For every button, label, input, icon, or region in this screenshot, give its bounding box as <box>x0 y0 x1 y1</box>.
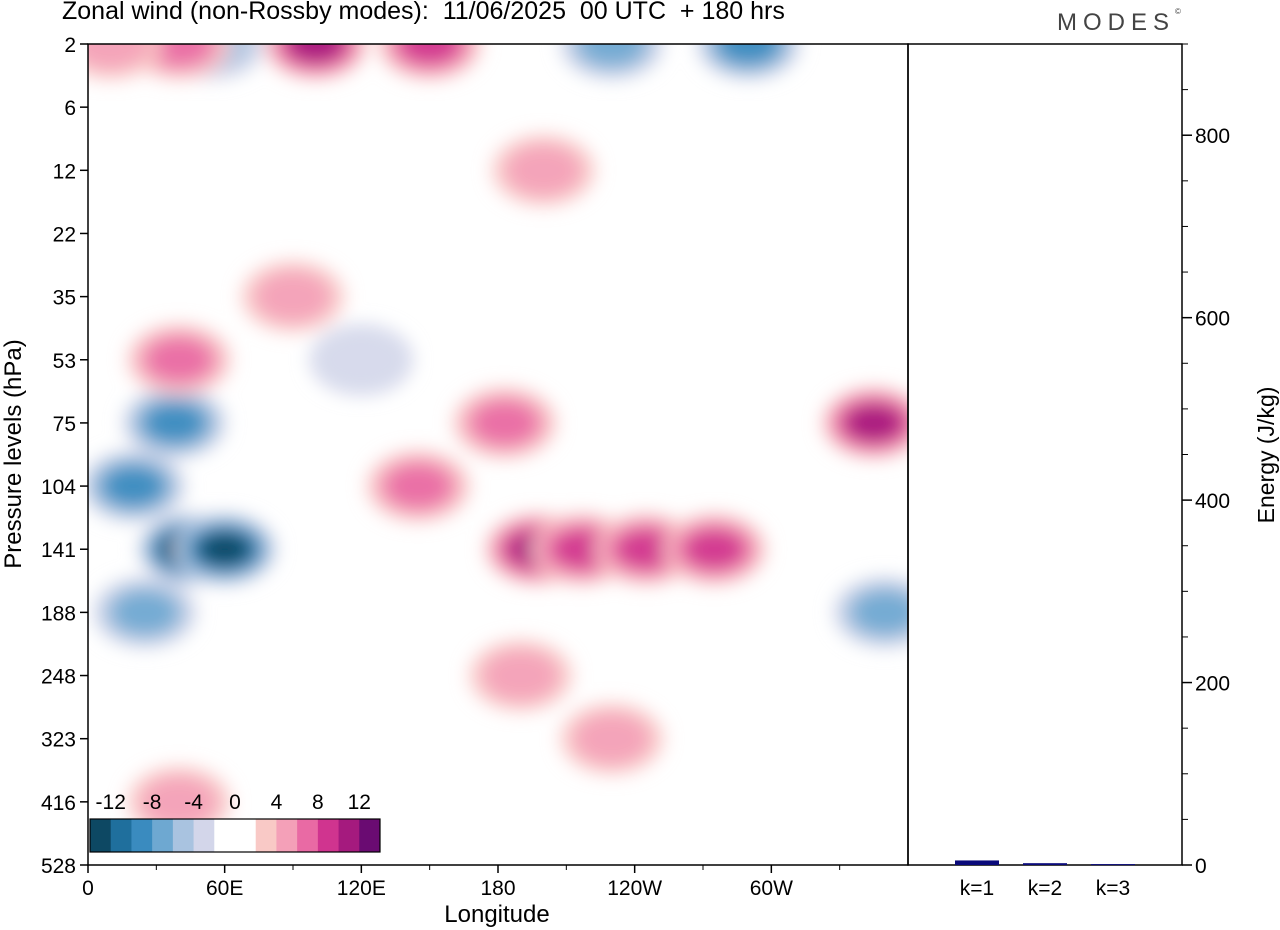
figure-title: Zonal wind (non-Rossby modes): 11/06/202… <box>62 0 785 25</box>
x-axis-title: Longitude <box>444 901 549 928</box>
y-tick-label: 323 <box>41 729 76 752</box>
heatmap-cell <box>573 713 651 765</box>
energy-category-label: k=2 <box>1028 877 1062 900</box>
energy-bar <box>1091 864 1135 866</box>
x-axis: 0 60E 120E 180 120W 60W <box>82 865 841 900</box>
colorbar-swatch <box>90 819 112 852</box>
heatmap-cell <box>198 533 251 566</box>
x-tick-label: 120W <box>607 877 662 900</box>
brand-logo: MODES© <box>1057 7 1181 36</box>
heatmap-cell <box>88 44 150 70</box>
colorbar-swatch <box>172 819 195 852</box>
colorbar-swatch <box>193 819 215 852</box>
y-tick-label: 416 <box>41 792 76 815</box>
heatmap-cell <box>254 271 332 323</box>
energy-tick-label: 600 <box>1195 308 1230 331</box>
y-tick-label: 104 <box>41 476 76 499</box>
colorbar-label: 12 <box>348 791 371 814</box>
y-tick-label: 53 <box>53 350 76 373</box>
colorbar-swatch <box>338 819 360 852</box>
energy-tick-label: 800 <box>1195 125 1230 148</box>
y-tick-label: 188 <box>41 602 76 625</box>
energy-category-label: k=1 <box>960 877 994 900</box>
energy-tick-label: 400 <box>1195 490 1230 513</box>
x-tick-label: 60W <box>750 877 793 900</box>
energy-axis-title: Energy (J/kg) <box>1253 387 1279 524</box>
heatmap-cell <box>288 44 344 62</box>
colorbar-swatch <box>235 819 257 852</box>
y-axis: 2 6 12 22 35 53 75 104 141 188 248 323 416 528 <box>41 34 88 878</box>
y-tick-label: 141 <box>41 539 76 562</box>
y-tick-label: 248 <box>41 666 76 689</box>
colorbar-label: 8 <box>312 791 324 814</box>
colorbar-label: -12 <box>96 791 126 814</box>
colorbar-label: 0 <box>229 791 241 814</box>
brand-name: MODES <box>1057 9 1176 36</box>
energy-category-label: k=3 <box>1096 877 1130 900</box>
heatmap-cell <box>852 591 908 634</box>
colorbar-swatch <box>276 819 298 852</box>
heatmap-cell <box>846 405 902 441</box>
x-tick-label: 0 <box>82 877 94 900</box>
y-tick-label: 6 <box>64 97 76 120</box>
heatmap-cell <box>385 464 451 508</box>
colorbar-label: -4 <box>184 791 203 814</box>
heatmap-cell <box>104 467 163 505</box>
heatmap-cell <box>685 530 744 568</box>
y-tick-label: 12 <box>53 160 76 183</box>
y-axis-title: Pressure levels (hPa) <box>0 339 27 568</box>
y-tick-label: 75 <box>53 413 76 436</box>
heatmap-cell <box>146 338 212 381</box>
y-tick-label: 22 <box>53 223 76 246</box>
energy-tick-label: 0 <box>1195 855 1207 878</box>
heatmap-cell <box>400 44 459 63</box>
energy-bars: k=1 k=2 k=3 <box>955 860 1135 900</box>
heatmap-cell <box>309 323 414 396</box>
y-tick-label: 528 <box>41 855 76 878</box>
energy-tick-label: 200 <box>1195 673 1230 696</box>
colorbar-swatch <box>359 819 381 852</box>
heatmap-cell <box>616 530 676 568</box>
heatmap-cell <box>112 591 178 634</box>
heatmap-cell <box>146 44 212 66</box>
colorbar-swatch <box>131 819 153 852</box>
colorbar-label: -8 <box>143 791 162 814</box>
heatmap-cell <box>719 44 778 63</box>
heatmap-cell <box>505 144 582 196</box>
heatmap-cell <box>579 44 645 66</box>
energy-frame <box>907 43 1183 866</box>
colorbar-swatch <box>255 819 277 852</box>
energy-axis: 0 200 400 600 800 <box>1182 43 1230 878</box>
x-tick-label: 120E <box>337 877 386 900</box>
energy-bar <box>955 860 999 865</box>
heatmap-cell <box>140 776 218 828</box>
colorbar-swatch <box>297 819 319 852</box>
colorbar-swatch <box>152 819 174 852</box>
y-tick-label: 2 <box>64 34 76 57</box>
colorbar-swatch <box>110 819 132 852</box>
heatmap-cell <box>472 401 538 445</box>
colorbar-label: 4 <box>271 791 283 814</box>
heatmap-cell <box>482 649 560 702</box>
colorbar-swatch <box>214 819 236 852</box>
y-tick-label: 35 <box>53 287 76 310</box>
colorbar: -12 -8 -4 0 4 8 12 <box>89 791 381 853</box>
heatmap-field <box>88 44 908 838</box>
heatmap-cell <box>145 404 204 442</box>
colorbar-swatch <box>317 819 340 852</box>
x-tick-label: 180 <box>480 877 515 900</box>
x-tick-label: 60E <box>206 877 243 900</box>
energy-bar <box>1023 863 1067 865</box>
